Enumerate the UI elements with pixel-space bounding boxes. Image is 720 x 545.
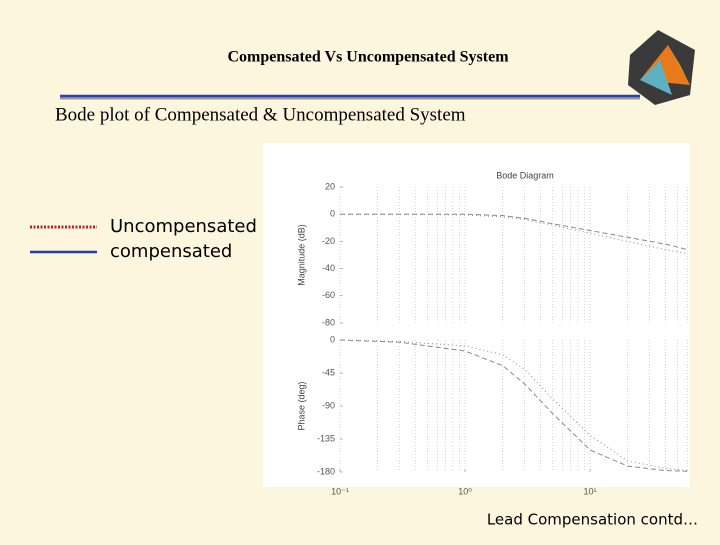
y-tick-label: -20 [322, 236, 335, 246]
y-tick-label: -45 [322, 367, 335, 377]
legend-label: compensated [110, 241, 232, 262]
chart-title: Bode Diagram [496, 170, 554, 180]
x-tick-label: 10⁻¹ [331, 486, 349, 496]
bode-plot: Bode Diagram Magnitude (dB) 20 0 -20 -40 -60 -8… [296, 170, 688, 496]
y-tick-label: -135 [317, 433, 335, 443]
y-tick-label: 20 [325, 181, 335, 191]
legend-label: Uncompensated [110, 216, 257, 237]
y-tick-label: -90 [322, 400, 335, 410]
y-axis-label: Magnitude (dB) [296, 224, 306, 286]
plot-image [263, 143, 690, 487]
y-tick-label: -80 [322, 317, 335, 327]
footer: Lead Compensation contd… [487, 511, 698, 529]
series-line [339, 339, 688, 472]
y-tick-label: -60 [322, 290, 335, 300]
x-tick-label: 10¹ [584, 486, 597, 496]
logo [628, 30, 695, 105]
y-axis-label: Phase (deg) [296, 381, 306, 430]
y-tick-label: -40 [322, 263, 335, 273]
series-line [340, 213, 688, 251]
subtitle: Bode plot of Compensated & Uncompensated… [55, 104, 466, 125]
y-tick-label: 0 [330, 334, 335, 344]
y-tick-label: -180 [317, 466, 335, 476]
x-tick-label: 10⁰ [458, 486, 472, 496]
series-line [339, 339, 688, 471]
slide-title: Compensated Vs Uncompensated System [227, 49, 509, 66]
y-tick-label: 0 [330, 209, 335, 219]
